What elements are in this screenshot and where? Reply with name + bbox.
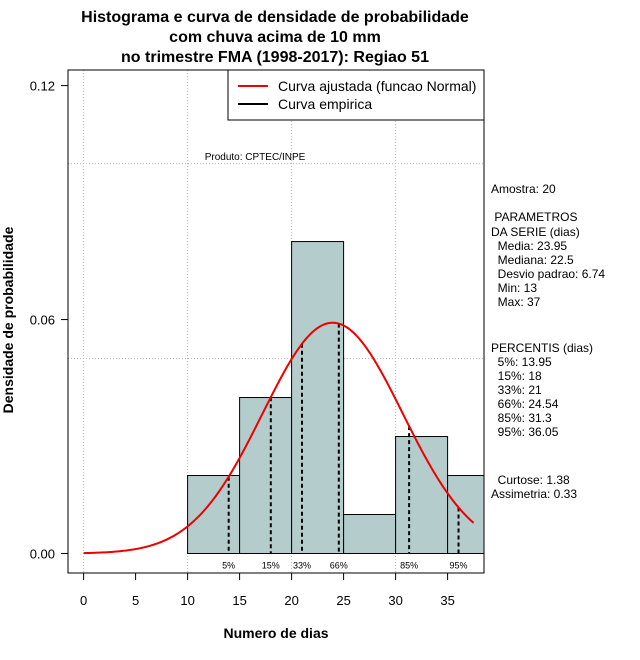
histogram-bar-5 — [447, 475, 485, 555]
parameters-subtitle: DA SERIE (dias) — [491, 225, 580, 239]
percentile-5: 5%: 13.95 — [491, 355, 552, 369]
y-tick-label-1: 0.06 — [30, 313, 55, 328]
chart-title: Histograma e curva de densidade de proba… — [81, 9, 469, 66]
x-axis: 0 5 10 15 20 25 30 35 — [80, 572, 455, 608]
x-tick-label-1: 5 — [132, 593, 139, 608]
histogram-bar-4 — [395, 436, 449, 555]
x-tick-label-0: 0 — [80, 593, 87, 608]
parameters-title: PARAMETROS — [491, 210, 577, 224]
statistics-panel: Amostra: 20 PARAMETROS DA SERIE (dias) M… — [491, 182, 605, 501]
param-median: Mediana: 22.5 — [491, 253, 574, 267]
title-line-1: Histograma e curva de densidade de proba… — [81, 9, 469, 26]
y-tick-label-2: 0.12 — [30, 79, 55, 94]
x-tick-label-5: 25 — [336, 593, 350, 608]
percentiles-title: PERCENTIS (dias) — [491, 341, 593, 355]
legend-label-empirical: Curva empirica — [278, 96, 372, 112]
percentile-85: 85%: 31.3 — [491, 411, 552, 425]
y-axis-title: Densidade de probabilidade — [0, 226, 16, 413]
percentile-label-3: 66% — [330, 561, 348, 571]
param-max: Max: 37 — [491, 295, 541, 309]
param-stddev: Desvio padrao: 6.74 — [491, 267, 605, 281]
histogram-bar-0 — [187, 475, 241, 555]
normal-curve — [83, 321, 475, 555]
percentile-95: 95%: 36.05 — [491, 425, 559, 439]
percentile-label-0: 5% — [222, 561, 235, 571]
skewness: Assimetria: 0.33 — [491, 487, 577, 501]
legend-label-fitted: Curva ajustada (funcao Normal) — [278, 78, 476, 94]
param-mean: Media: 23.95 — [491, 239, 567, 253]
percentile-label-1: 15% — [262, 561, 280, 571]
grid-lines — [68, 70, 484, 573]
percentile-label-4: 85% — [400, 561, 418, 571]
product-annotation: Produto: CPTEC/INPE — [205, 152, 306, 163]
x-axis-title: Numero de dias — [223, 625, 328, 641]
percentile-lines: 5% 15% 33% 66% 85% 95% — [222, 323, 468, 571]
histogram-bar-1 — [239, 397, 293, 555]
title-line-2: com chuva acima de 10 mm — [169, 29, 381, 46]
histogram-bar-3 — [343, 514, 397, 555]
percentile-33: 33%: 21 — [491, 383, 542, 397]
percentile-label-5: 95% — [450, 561, 468, 571]
y-tick-label-0: 0.00 — [30, 547, 55, 562]
percentile-66: 66%: 24.54 — [491, 397, 559, 411]
x-tick-label-6: 30 — [388, 593, 402, 608]
x-tick-label-3: 15 — [232, 593, 246, 608]
x-tick-label-7: 35 — [440, 593, 454, 608]
legend-box — [227, 69, 485, 121]
title-line-3: no trimestre FMA (1998-2017): Regiao 51 — [121, 49, 429, 66]
y-axis: 0.00 0.06 0.12 — [30, 79, 69, 562]
x-tick-label-4: 20 — [284, 593, 298, 608]
histogram-bar-2 — [291, 241, 345, 555]
x-tick-label-2: 10 — [180, 593, 194, 608]
kurtosis: Curtose: 1.38 — [491, 473, 570, 487]
param-min: Min: 13 — [491, 281, 537, 295]
percentile-15: 15%: 18 — [491, 369, 542, 383]
sample-size: Amostra: 20 — [491, 182, 556, 196]
histogram-bars — [187, 241, 485, 555]
percentile-label-2: 33% — [293, 561, 311, 571]
legend: Curva ajustada (funcao Normal) Curva emp… — [227, 69, 485, 121]
